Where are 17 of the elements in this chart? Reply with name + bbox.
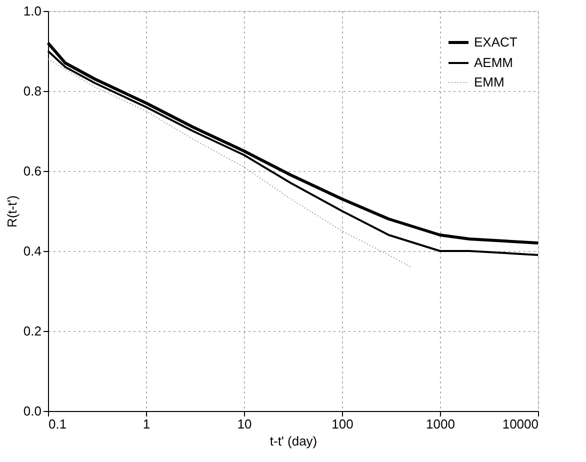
- x-tick-label: 10000: [502, 416, 538, 432]
- y-tick-label: 0.2: [23, 324, 42, 338]
- x-tick-label: 100: [332, 416, 354, 432]
- x-tick-label: 10: [237, 416, 252, 432]
- y-tick-label: 1.0: [23, 4, 42, 18]
- x-tick-label: 0.1: [48, 416, 67, 432]
- y-tick-label: 0.6: [23, 164, 42, 178]
- x-tick-label: 1000: [426, 416, 455, 432]
- y-tick-label: 0.4: [23, 244, 42, 258]
- legend-label: EXACT: [474, 34, 518, 50]
- y-tick-label: 0.0: [23, 404, 42, 418]
- legend-label: AEMM: [474, 55, 513, 70]
- x-tick-label: 1: [142, 416, 150, 432]
- y-axis-title: R(t-t'): [4, 195, 20, 228]
- legend-label: EMM: [474, 74, 504, 90]
- y-tick-label: 0.8: [23, 84, 42, 98]
- x-axis-title: t-t' (day): [270, 434, 318, 448]
